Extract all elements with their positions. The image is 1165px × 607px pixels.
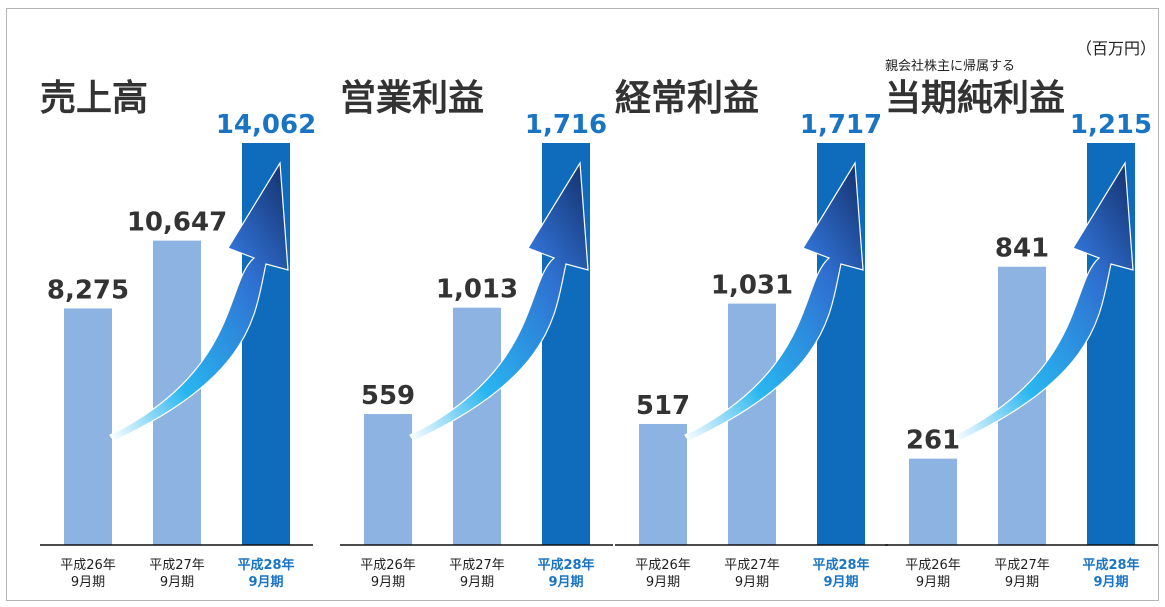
tick-label: 平成28年 9月期 (537, 557, 594, 590)
bar (364, 414, 412, 545)
tick-label: 平成27年 9月期 (724, 558, 780, 590)
bar (64, 308, 112, 545)
data-label: 1,717 (800, 110, 882, 140)
bar (639, 423, 687, 545)
tick-label: 平成28年 9月期 (1082, 557, 1139, 590)
chart-note: 親会社株主に帰属する (885, 58, 1015, 74)
growth-arrow-icon (409, 161, 589, 442)
chart-title: 売上高 (40, 78, 148, 119)
data-label: 1,013 (436, 275, 518, 305)
tick-label: 平成27年 9月期 (449, 558, 505, 590)
tick-label: 平成27年 9月期 (994, 558, 1050, 590)
data-label: 1,031 (711, 271, 793, 301)
chart-panel-1: 売上高 8,275 10,647 14,062 平成26年 9月期 平成27年 9月期平成28… (40, 78, 316, 590)
tick-label: 平成26年 9月期 (905, 558, 961, 590)
data-label: 1,716 (525, 110, 607, 140)
tick-label: 平成26年 9月期 (635, 558, 691, 590)
data-label: 14,062 (216, 110, 316, 140)
tick-label: 平成26年 9月期 (360, 558, 416, 590)
data-label: 10,647 (127, 208, 227, 238)
growth-arrow-icon (684, 161, 864, 442)
data-label: 261 (906, 426, 960, 456)
data-label: 841 (995, 234, 1049, 264)
tick-label: 平成27年 9月期 (149, 558, 205, 590)
chart-title: 当期純利益 (885, 78, 1065, 119)
data-label: 8,275 (47, 275, 129, 305)
chart-title: 営業利益 (340, 78, 484, 119)
tick-label: 平成28年 9月期 (812, 557, 869, 590)
tick-label: 平成26年 9月期 (60, 558, 116, 590)
data-label: 1,215 (1070, 110, 1152, 140)
bar (728, 303, 776, 545)
data-label: 559 (361, 381, 415, 411)
growth-arrow-icon (109, 161, 289, 442)
bar (453, 307, 501, 545)
bar (909, 458, 957, 545)
growth-arrow-icon (954, 161, 1134, 442)
tick-label: 平成28年 9月期 (237, 557, 294, 590)
chart-title: 経常利益 (615, 78, 759, 119)
unit-label: （百万円） (1076, 39, 1156, 58)
data-label: 517 (636, 391, 690, 421)
